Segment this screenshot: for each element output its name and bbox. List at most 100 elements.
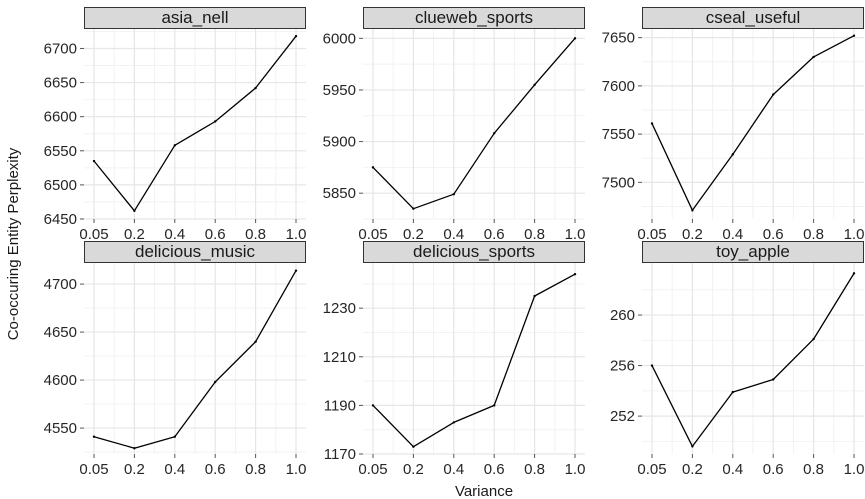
y-tick-label: 256 — [610, 358, 635, 375]
data-point — [92, 159, 96, 163]
data-point — [173, 435, 176, 438]
panel-delicious-music: 4550 4600 4650 4700 0.05 0.2 0.4 0.6 0.8 1.0 delic… — [44, 241, 307, 478]
y-tick-label: 7550 — [602, 126, 635, 143]
x-tick-label: 0.4 — [722, 226, 743, 243]
facet-title: cseal_useful — [706, 8, 801, 27]
series-line — [651, 35, 855, 211]
x-tick-label: 1.0 — [565, 226, 586, 243]
x-tick-label: 1.0 — [844, 461, 865, 478]
data-point — [533, 83, 536, 86]
x-tick-label: 0.8 — [524, 461, 545, 478]
data-point — [573, 272, 577, 276]
data-point — [731, 153, 734, 156]
series-line — [651, 273, 855, 448]
x-tick-label: 0.05 — [637, 226, 666, 243]
x-tick-label: 1.0 — [286, 226, 307, 243]
data-point — [852, 272, 856, 275]
panel-clueweb-sports: 5850 5900 5950 6000 0.05 0.2 0.4 0.6 0.8 1.0 cluew… — [323, 7, 586, 243]
x-tick-label: 0.05 — [637, 461, 666, 478]
x-tick-label: 0.4 — [443, 226, 464, 243]
data-point — [294, 269, 298, 272]
data-point — [772, 378, 775, 381]
y-tick-label: 6700 — [44, 40, 77, 57]
y-tick-label: 1170 — [324, 446, 356, 463]
series-line — [93, 35, 297, 212]
facet-title: clueweb_sports — [415, 8, 533, 27]
x-tick-label: 0.05 — [358, 461, 387, 478]
y-tick-label: 6550 — [44, 143, 77, 160]
x-tick-label: 0.4 — [722, 461, 743, 478]
facet-strip — [84, 241, 306, 263]
y-tick-label: 5900 — [323, 134, 356, 151]
x-tick-label: 0.2 — [403, 226, 424, 243]
x-tick-label: 0.6 — [205, 461, 226, 478]
x-tick-label: 0.05 — [79, 461, 108, 478]
series-line — [372, 37, 576, 210]
data-point — [650, 122, 654, 125]
facet-title: asia_nell — [161, 8, 228, 27]
x-tick-label: 0.4 — [443, 461, 464, 478]
panel-asia-nell: 6450 6500 6550 6600 6650 6700 0.05 0.2 0.4 0.6 0.8… — [44, 7, 307, 243]
x-tick-label: 0.8 — [524, 226, 545, 243]
data-point — [493, 132, 496, 135]
y-tick-label: 1230 — [323, 300, 356, 317]
x-tick-label: 0.6 — [484, 461, 505, 478]
facet-strip — [363, 241, 585, 263]
y-tick-label: 6650 — [44, 75, 77, 92]
x-tick-label: 0.6 — [484, 226, 505, 243]
x-tick-label: 0.05 — [79, 226, 108, 243]
data-point — [573, 37, 577, 40]
facet-title: delicious_music — [135, 242, 255, 261]
data-point — [294, 34, 298, 38]
x-tick-label: 0.2 — [124, 461, 145, 478]
x-tick-label: 0.6 — [763, 461, 784, 478]
x-tick-label: 0.6 — [763, 226, 784, 243]
facet-title: toy_apple — [716, 242, 790, 261]
data-point — [452, 193, 455, 196]
x-tick-label: 0.2 — [403, 461, 424, 478]
data-point — [214, 380, 217, 384]
x-tick-label: 0.8 — [803, 461, 824, 478]
y-tick-label: 260 — [610, 307, 635, 324]
series-line — [93, 270, 297, 449]
x-tick-label: 0.05 — [358, 226, 387, 243]
y-tick-label: 7650 — [602, 30, 635, 47]
y-tick-label: 1190 — [324, 397, 356, 414]
x-tick-label: 0.8 — [245, 226, 266, 243]
data-point — [493, 404, 496, 407]
x-tick-label: 1.0 — [286, 461, 307, 478]
x-axis-title: Variance — [455, 483, 513, 499]
data-point — [731, 390, 734, 394]
facet-strip — [84, 7, 306, 29]
panel-toy-apple: 252 256 260 0.05 0.2 0.4 0.6 0.8 1.0 toy_apple — [610, 241, 865, 478]
data-point — [133, 209, 136, 213]
data-point — [254, 340, 257, 343]
data-point — [371, 404, 375, 407]
facet-title: delicious_sports — [413, 242, 535, 261]
data-point — [412, 445, 415, 448]
data-point — [412, 207, 415, 210]
facet-strip — [642, 241, 864, 263]
x-tick-label: 0.8 — [245, 461, 266, 478]
series-line — [372, 273, 576, 448]
data-point — [133, 447, 136, 450]
data-point — [371, 166, 375, 169]
y-tick-label: 5950 — [323, 82, 356, 99]
x-tick-label: 0.2 — [682, 461, 703, 478]
x-tick-label: 0.4 — [164, 226, 185, 243]
data-point — [812, 337, 815, 341]
y-tick-label: 6450 — [44, 211, 77, 228]
y-tick-label: 4650 — [44, 324, 77, 341]
x-tick-label: 0.2 — [682, 226, 703, 243]
data-point — [650, 364, 654, 367]
x-tick-label: 1.0 — [565, 461, 586, 478]
data-point — [92, 435, 96, 438]
data-point — [812, 55, 815, 59]
x-tick-label: 1.0 — [844, 226, 865, 243]
x-tick-label: 0.6 — [205, 226, 226, 243]
data-point — [533, 294, 536, 298]
data-point — [214, 120, 217, 123]
y-tick-label: 4700 — [44, 276, 77, 293]
x-tick-label: 0.8 — [803, 226, 824, 243]
